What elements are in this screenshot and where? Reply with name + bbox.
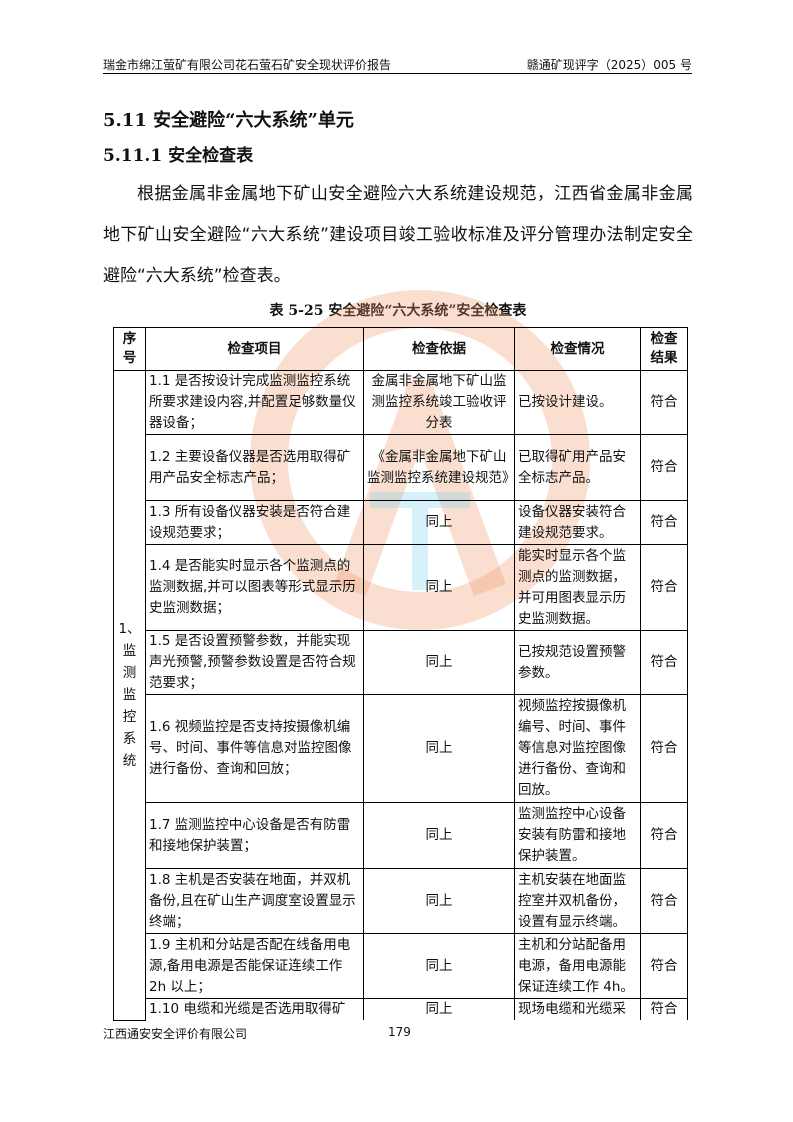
table-row: 1.3 所有设备仪器安装是否符合建设规范要求； 同上 设备仪器安装符合建设规范要求。… bbox=[114, 500, 688, 545]
table-row: 1.6 视频监控是否支持按摄像机编号、时间、事件等信息对监控图像进行备份、查询和… bbox=[114, 694, 688, 803]
check-status: 视频监控按摄像机编号、时间、事件等信息对监控图像进行备份、查询和回放。 bbox=[514, 694, 641, 803]
content-flow: 5.11 安全避险“六大系统”单元 5.11.1 安全检查表 根据金属非金属地下… bbox=[103, 108, 693, 1021]
page-number: 179 bbox=[388, 1025, 411, 1039]
check-status: 已按规范设置预警参数。 bbox=[514, 630, 641, 695]
check-result: 符合 bbox=[640, 868, 688, 934]
check-item: 1.9 主机和分站是否配在线备用电源,备用电源是否能保证连续工作 2h 以上； bbox=[145, 933, 364, 999]
check-result: 符合 bbox=[640, 630, 688, 695]
check-status: 设备仪器安装符合建设规范要求。 bbox=[514, 500, 641, 545]
table-header-row: 序号 检查项目 检查依据 检查情况 检查结果 bbox=[113, 327, 688, 371]
body-paragraph: 根据金属非金属地下矿山安全避险六大系统建设规范，江西省金属非金属地下矿山安全避险… bbox=[103, 184, 693, 286]
check-status: 能实时显示各个监测点的监测数据，并可用图表显示历史监测数据。 bbox=[514, 544, 641, 631]
header-index: 序号 bbox=[113, 327, 146, 371]
check-basis: 同上 bbox=[363, 868, 515, 934]
check-status: 监测监控中心设备安装有防雷和接地保护装置。 bbox=[514, 802, 641, 869]
check-basis: 同上 bbox=[363, 694, 515, 803]
group-label: 1、监测监控系统 bbox=[113, 370, 146, 1021]
check-item: 1.1 是否按设计完成监测监控系统所要求建设内容,并配置足够数量仪器设备； bbox=[145, 370, 364, 435]
check-status: 现场电缆和光缆采 bbox=[514, 998, 641, 1020]
table-caption: 表 5-25 安全避险“六大系统”安全检查表 bbox=[269, 303, 527, 319]
header-doc-number: 赣通矿现评字（2025）005 号 bbox=[526, 58, 692, 72]
check-result: 符合 bbox=[640, 694, 688, 803]
check-basis: 同上 bbox=[363, 630, 515, 695]
check-item: 1.4 是否能实时显示各个监测点的监测数据,并可以图表等形式显示历史监测数据； bbox=[145, 544, 364, 631]
check-item: 1.5 是否设置预警参数，并能实现声光预警,预警参数设置是否符合规范要求； bbox=[145, 630, 364, 695]
check-result: 符合 bbox=[640, 370, 688, 435]
check-result: 符合 bbox=[640, 434, 688, 501]
footer-company: 江西通安安全评价有限公司 bbox=[103, 1027, 248, 1041]
check-basis: 同上 bbox=[363, 544, 515, 631]
subsection-title: 5.11.1 安全检查表 bbox=[103, 146, 254, 166]
check-result: 符合 bbox=[640, 933, 688, 999]
checklist-table: 序号 检查项目 检查依据 检查情况 检查结果 1、监测监控系统 1.1 是否按设计… bbox=[113, 327, 688, 1021]
table-row: 1.9 主机和分站是否配在线备用电源,备用电源是否能保证连续工作 2h 以上；同… bbox=[114, 933, 688, 999]
check-basis: 同上 bbox=[363, 933, 515, 999]
table-row: 1.5 是否设置预警参数，并能实现声光预警,预警参数设置是否符合规范要求； 同上已… bbox=[114, 630, 688, 695]
check-status: 已取得矿用产品安全标志产品。 bbox=[514, 434, 641, 501]
table-row: 1、监测监控系统 1.1 是否按设计完成监测监控系统所要求建设内容,并配置足够数量… bbox=[113, 370, 688, 1021]
check-basis: 同上 bbox=[363, 998, 515, 1020]
check-item: 1.6 视频监控是否支持按摄像机编号、时间、事件等信息对监控图像进行备份、查询和… bbox=[145, 694, 364, 803]
table-row: 1.2 主要设备仪器是否选用取得矿用产品安全标志产品； 《金属非金属地下矿山监测监… bbox=[114, 434, 688, 501]
header-item: 检查项目 bbox=[145, 327, 364, 371]
header-result: 检查结果 bbox=[640, 327, 688, 371]
check-item: 1.3 所有设备仪器安装是否符合建设规范要求； bbox=[145, 500, 364, 545]
check-status: 主机和分站配备用电源，备用电源能保证连续工作 4h。 bbox=[514, 933, 641, 999]
check-item: 1.7 监测监控中心设备是否有防雷和接地保护装置； bbox=[145, 802, 364, 869]
header-basis: 检查依据 bbox=[363, 327, 515, 371]
table-row: 1.4 是否能实时显示各个监测点的监测数据,并可以图表等形式显示历史监测数据；同… bbox=[114, 544, 688, 631]
section-title: 5.11 安全避险“六大系统”单元 bbox=[103, 110, 354, 131]
table-row: 1.10 电缆和光缆是否选用取得矿 同上 现场电缆和光缆采 符合 bbox=[114, 998, 688, 1020]
header-report-title: 瑞金市绵江萤矿有限公司花石萤石矿安全现状评价报告 bbox=[103, 58, 392, 72]
check-status: 已按设计建设。 bbox=[514, 370, 641, 435]
check-result: 符合 bbox=[640, 802, 688, 869]
check-result: 符合 bbox=[640, 500, 688, 545]
check-result: 符合 bbox=[640, 998, 688, 1020]
check-basis: 同上 bbox=[363, 500, 515, 545]
check-item: 1.2 主要设备仪器是否选用取得矿用产品安全标志产品； bbox=[145, 434, 364, 501]
check-basis: 《金属非金属地下矿山监测监控系统建设规范》 bbox=[363, 434, 516, 501]
check-basis: 同上 bbox=[363, 802, 515, 869]
header-rule bbox=[103, 73, 692, 74]
check-result: 符合 bbox=[640, 544, 688, 631]
header-status: 检查情况 bbox=[514, 327, 641, 371]
check-basis: 金属非金属地下矿山监测监控系统竣工验收评分表 bbox=[363, 370, 515, 435]
check-item: 1.8 主机是否安装在地面，并双机备份,且在矿山生产调度室设置显示终端； bbox=[145, 868, 364, 934]
check-item: 1.10 电缆和光缆是否选用取得矿 bbox=[145, 998, 364, 1020]
table-row: 1.8 主机是否安装在地面，并双机备份,且在矿山生产调度室设置显示终端； 同上 主机… bbox=[114, 868, 688, 934]
table-row: 1.7 监测监控中心设备是否有防雷和接地保护装置； 同上 监测监控中心设备安装有防雷… bbox=[114, 802, 688, 869]
check-status: 主机安装在地面监控室并双机备份，设置有显示终端。 bbox=[514, 868, 641, 934]
